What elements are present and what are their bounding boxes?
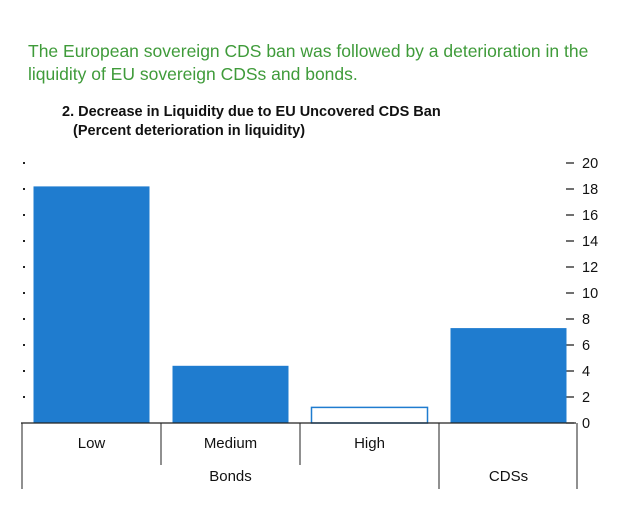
- bar-high: [310, 406, 429, 424]
- y-tick-label: 20: [582, 156, 598, 172]
- bar-cdss: [450, 328, 567, 423]
- x-tick-label: Low: [78, 435, 106, 452]
- x-group-label: Bonds: [209, 468, 252, 485]
- y-tick-label: 14: [582, 234, 598, 250]
- chart-title-block: 2. Decrease in Liquidity due to EU Uncov…: [62, 103, 582, 141]
- y-tick-label: 0: [582, 416, 590, 432]
- y-tick-label: 18: [582, 182, 598, 198]
- bar-low: [33, 186, 150, 423]
- x-tick-label: High: [354, 435, 385, 452]
- chart-title: 2. Decrease in Liquidity due to EU Uncov…: [62, 104, 441, 120]
- y-tick-label: 12: [582, 260, 598, 276]
- y-tick-label: 4: [582, 364, 590, 380]
- headline: The European sovereign CDS ban was follo…: [28, 41, 589, 84]
- chart-subtitle: (Percent deterioration in liquidity): [73, 123, 306, 139]
- y-tick-label: 10: [582, 286, 598, 302]
- y-tick-label: 16: [582, 208, 598, 224]
- x-group-label: CDSs: [489, 468, 528, 485]
- y-tick-label: 6: [582, 338, 590, 354]
- bar-medium: [172, 365, 289, 423]
- y-tick-label: 2: [582, 390, 590, 406]
- x-tick-label: Medium: [204, 435, 257, 452]
- y-tick-label: 8: [582, 312, 590, 328]
